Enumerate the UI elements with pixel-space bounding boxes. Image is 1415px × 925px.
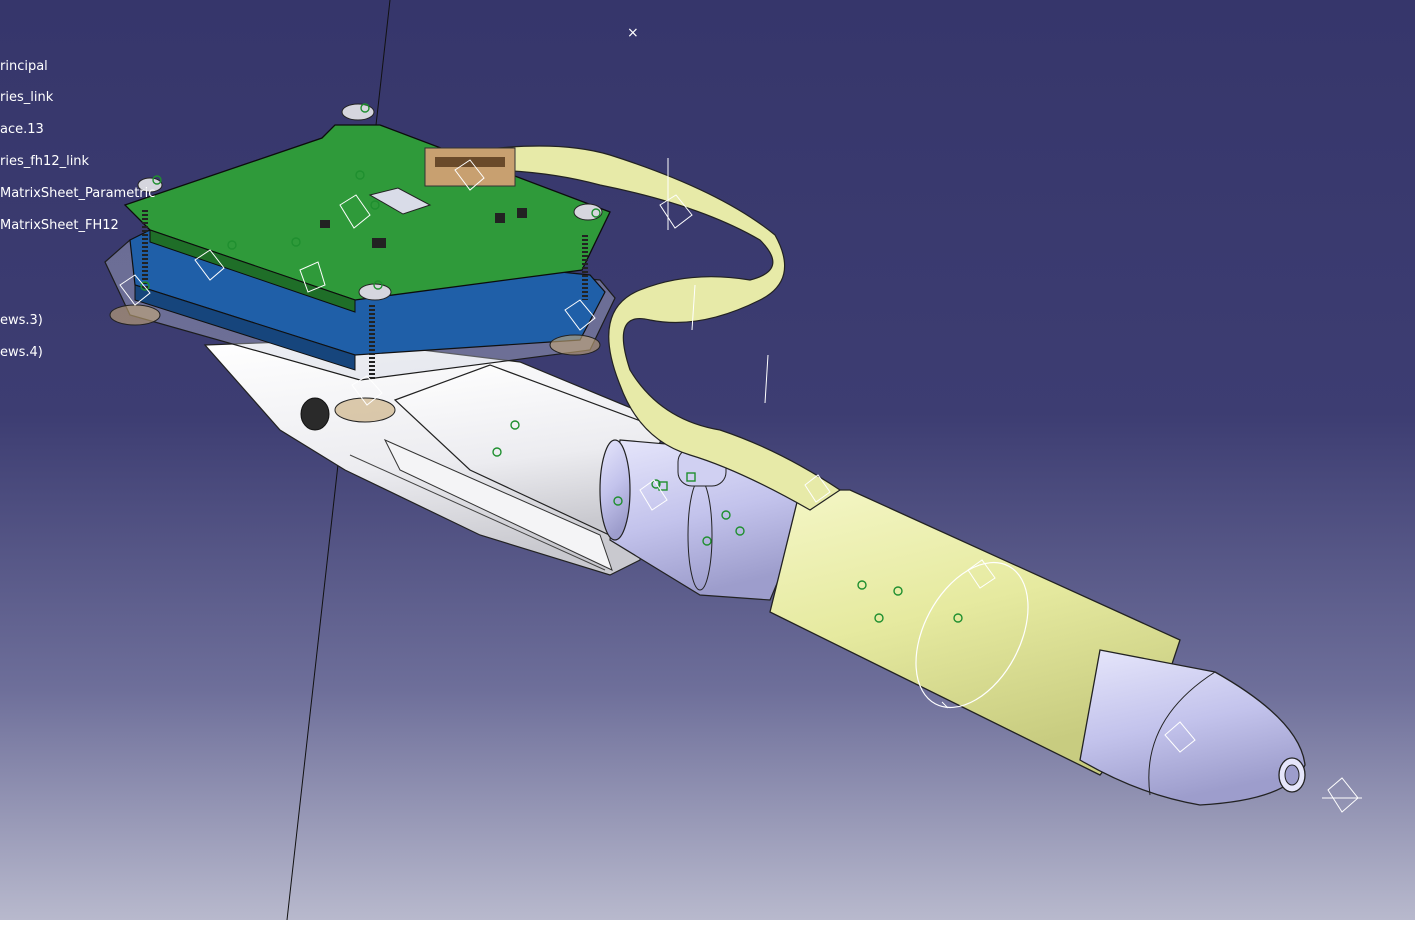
spec-tree-item-3[interactable]: ace.13 [0, 122, 44, 137]
component-1 [495, 213, 505, 223]
spec-tree-item-4[interactable]: ries_fh12_link [0, 154, 90, 169]
chip-square[interactable] [368, 187, 432, 215]
foot-front [334, 397, 396, 423]
screw-front[interactable] [358, 283, 392, 301]
nose-tip-hole [1284, 764, 1300, 786]
screw-right[interactable] [573, 203, 603, 221]
component-4 [320, 220, 330, 228]
component-2 [517, 208, 527, 218]
sketch-circle [915, 561, 1029, 709]
foot-right [549, 334, 601, 356]
screw-top[interactable] [341, 103, 375, 121]
viewport-bottom-border [0, 920, 1415, 925]
connector-slot [435, 157, 505, 167]
spec-tree-item-5[interactable]: MatrixSheet_Parametric [0, 186, 156, 201]
handle-rail [383, 438, 613, 571]
connector-ring [599, 439, 631, 541]
nose-edge [1148, 671, 1216, 796]
spec-tree-item-1[interactable]: rincipal [0, 59, 48, 74]
pcb-blue-edge [134, 284, 356, 371]
handle-edge [349, 454, 606, 571]
knob[interactable] [300, 397, 330, 431]
constraint-markers [140, 103, 963, 623]
flex-cable[interactable] [479, 145, 842, 511]
spec-tree-item-6[interactable]: MatrixSheet_FH12 [0, 218, 119, 233]
foot-left [109, 304, 161, 326]
screw-left[interactable] [137, 177, 163, 193]
axis-triad-markers [119, 158, 1362, 813]
nose-cone[interactable] [1079, 649, 1306, 806]
spec-tree-item-7[interactable]: ews.3) [0, 313, 43, 328]
component-3 [372, 238, 386, 248]
pcb-green-edge [149, 229, 356, 313]
spec-tree-item-2[interactable]: ries_link [0, 90, 54, 105]
spec-tree-item-8[interactable]: ews.4) [0, 345, 43, 360]
close-icon[interactable]: × [627, 25, 639, 41]
